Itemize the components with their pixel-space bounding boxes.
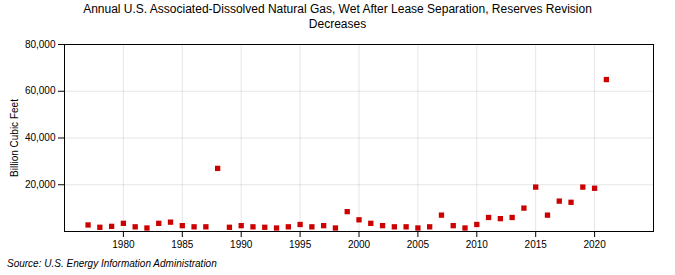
svg-text:2000: 2000 [348,239,371,250]
svg-text:2020: 2020 [583,239,606,250]
svg-text:2005: 2005 [407,239,430,250]
svg-text:2010: 2010 [466,239,489,250]
html-text:Annual U.S. Associated-Dissolv: Annual U.S. Associated-Dissolved Natural… [83,2,592,31]
svg-text:40,000: 40,000 [25,132,56,143]
svg-text:Billion Cubic Feet: Billion Cubic Feet [9,99,20,177]
svg-text:1995: 1995 [289,239,312,250]
html-text:Source: U.S. Energy Informatio: Source: U.S. Energy Information Administ… [7,258,217,269]
svg-text:1990: 1990 [230,239,253,250]
svg-text:80,000: 80,000 [25,39,56,50]
svg-text:60,000: 60,000 [25,85,56,96]
svg-text:2015: 2015 [525,239,548,250]
svg-text:20,000: 20,000 [25,179,56,190]
svg-text:1980: 1980 [112,239,135,250]
svg-text:1985: 1985 [171,239,194,250]
